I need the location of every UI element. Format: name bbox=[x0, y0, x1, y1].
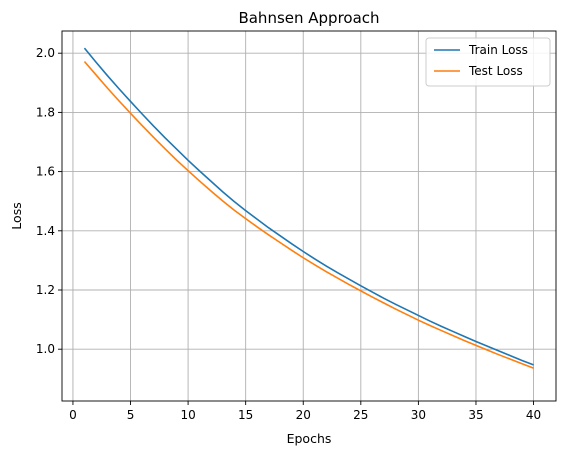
x-tick-label: 15 bbox=[238, 408, 253, 422]
x-tick-label: 25 bbox=[353, 408, 368, 422]
y-tick-label: 1.4 bbox=[36, 224, 55, 238]
y-tick-label: 2.0 bbox=[36, 46, 55, 60]
x-axis-label: Epochs bbox=[287, 431, 332, 446]
y-tick-label: 1.6 bbox=[36, 165, 55, 179]
x-tick-label: 30 bbox=[411, 408, 426, 422]
y-tick-label: 1.0 bbox=[36, 342, 55, 356]
y-tick-label: 1.8 bbox=[36, 105, 55, 119]
y-axis: 1.0 1.2 1.4 1.6 1.8 2.0 bbox=[36, 46, 62, 356]
chart-title: Bahnsen Approach bbox=[238, 9, 379, 27]
x-tick-label: 10 bbox=[180, 408, 195, 422]
plot-frame bbox=[61, 30, 557, 402]
x-tick-label: 20 bbox=[296, 408, 311, 422]
series-line-0 bbox=[83, 47, 534, 366]
y-tick-label: 1.2 bbox=[36, 283, 55, 297]
series-line-1 bbox=[83, 60, 534, 369]
legend: Train Loss Test Loss bbox=[425, 37, 551, 87]
x-tick-label: 5 bbox=[127, 408, 135, 422]
series-layer bbox=[83, 47, 534, 369]
grid bbox=[62, 31, 556, 401]
x-tick-label: 40 bbox=[526, 408, 541, 422]
x-tick-label: 35 bbox=[468, 408, 483, 422]
legend-label: Test Loss bbox=[468, 64, 523, 78]
x-axis: 0 5 10 15 20 25 30 35 40 bbox=[69, 401, 541, 422]
y-axis-label: Loss bbox=[9, 202, 24, 229]
x-tick-label: 0 bbox=[69, 408, 77, 422]
legend-label: Train Loss bbox=[468, 43, 528, 57]
